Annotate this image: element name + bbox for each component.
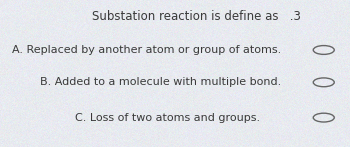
Text: C. Loss of two atoms and groups.: C. Loss of two atoms and groups. xyxy=(76,113,260,123)
Text: A. Replaced by another atom or group of atoms.: A. Replaced by another atom or group of … xyxy=(12,45,282,55)
Text: B. Added to a molecule with multiple bond.: B. Added to a molecule with multiple bon… xyxy=(40,77,282,87)
Text: Substation reaction is define as   .3: Substation reaction is define as .3 xyxy=(92,10,300,23)
